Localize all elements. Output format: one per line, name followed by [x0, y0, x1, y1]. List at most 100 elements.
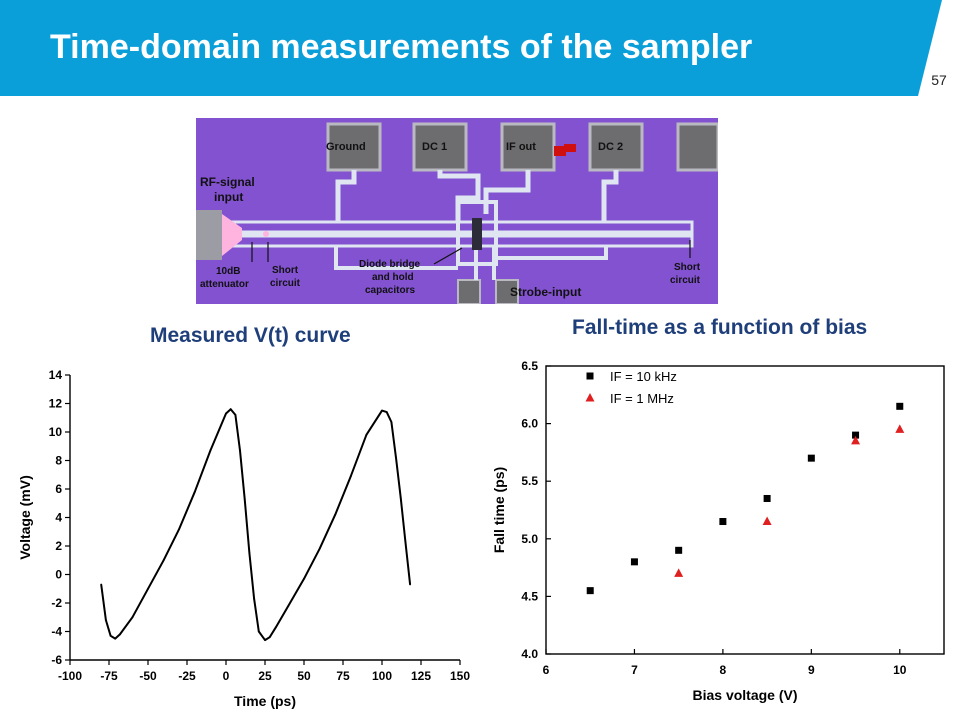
label-dc1: DC 1 — [422, 141, 447, 153]
vt-data-point — [385, 411, 388, 413]
vt-data-point — [404, 540, 407, 543]
trace-lower — [334, 246, 458, 270]
if-marker-2 — [564, 144, 576, 152]
fall-time-chart-title: Fall-time as a function of bias — [572, 316, 868, 339]
pointer-arrows — [251, 240, 691, 265]
point-if-1mhz — [895, 424, 905, 433]
y-axis-label: Fall time (ps) — [491, 467, 507, 553]
vt-data-point — [257, 630, 260, 633]
vt-data-point — [248, 552, 251, 555]
page-number: 57 — [931, 72, 947, 88]
x-tick-label: 7 — [631, 663, 638, 677]
chip-micrograph: Ground DC 1 IF out DC 2 RF-signal input … — [196, 118, 718, 304]
y-axis-label: Voltage (mV) — [17, 475, 33, 560]
y-tick-label: 4.0 — [521, 647, 538, 661]
rf-taper — [222, 214, 242, 256]
label-short-2-b: circuit — [670, 275, 701, 286]
point-if-1mhz — [674, 568, 684, 577]
point-if-10khz — [763, 494, 771, 502]
vt-data-point — [229, 408, 232, 411]
label-strobe: Strobe-input — [510, 285, 581, 299]
label-short-2-a: Short — [674, 262, 701, 273]
point-if-10khz — [896, 402, 904, 410]
x-tick-label: 6 — [543, 663, 550, 677]
trace-ground — [335, 170, 357, 222]
x-axis-label: Time (ps) — [234, 693, 296, 709]
vt-data-point — [104, 619, 107, 621]
x-tick-label: -75 — [100, 669, 118, 683]
x-tick-label: 8 — [720, 663, 727, 677]
y-tick-label: 10 — [49, 425, 63, 439]
y-tick-label: 6 — [55, 482, 62, 496]
plot-frame — [545, 365, 945, 655]
label-diode-1: Diode bridge — [359, 259, 421, 270]
vt-data-point — [264, 639, 266, 641]
header-band — [0, 0, 942, 96]
x-tick-label: 50 — [297, 669, 311, 683]
vt-data-point — [390, 421, 393, 423]
vt-data-point — [225, 412, 227, 415]
point-if-1mhz — [851, 435, 861, 445]
legend-marker-square — [586, 372, 594, 380]
point-if-10khz — [675, 546, 683, 554]
point-if-10khz — [719, 518, 727, 526]
y-tick-label: 4.5 — [521, 589, 538, 603]
short-circuit-dot — [263, 231, 269, 237]
vt-data-point — [287, 604, 290, 607]
point-if-10khz — [586, 587, 594, 595]
x-tick-label: -100 — [58, 669, 82, 683]
trace-dc2 — [601, 170, 619, 222]
vt-data-point — [239, 449, 241, 452]
vt-data-point — [318, 547, 321, 550]
x-tick-label: 150 — [450, 669, 470, 683]
vt-data-point — [109, 634, 112, 637]
x-tick-label: -50 — [139, 669, 157, 683]
bond-pads — [326, 122, 718, 304]
x-axis-label: Bias voltage (V) — [692, 687, 797, 703]
vt-data-point — [303, 577, 305, 580]
trace-hold-box — [456, 200, 498, 266]
y-tick-label: 5.0 — [521, 532, 538, 546]
y-tick-label: -6 — [51, 653, 62, 667]
rf-connector — [196, 210, 222, 260]
legend-marker-triangle — [585, 393, 595, 402]
vt-curve-line — [100, 408, 412, 642]
fall-time-chart: 6 7 8 9 10 4.0 4.5 5.0 5.5 6.0 6.5 Bias voltage (V)… — [491, 359, 945, 703]
x-tick-label: -25 — [178, 669, 196, 683]
vt-data-point — [193, 490, 196, 493]
label-attenuator-2: attenuator — [200, 279, 249, 290]
x-tick-label: 75 — [336, 669, 350, 683]
point-if-1mhz — [762, 516, 772, 526]
vt-data-point — [114, 637, 117, 640]
legend-label: IF = 1 MHz — [610, 391, 674, 406]
y-tick-label: 2 — [55, 539, 62, 553]
label-attenuator-1: 10dB — [216, 266, 240, 277]
y-tick-label: 12 — [49, 397, 63, 411]
vt-data-point — [209, 449, 212, 452]
y-tick-label: -2 — [51, 596, 62, 610]
pad-right — [676, 122, 718, 172]
vt-data-point — [253, 597, 255, 600]
trace-lower-right — [496, 246, 608, 260]
vt-curve-chart: -100 -75 -50 -25 0 25 50 75 100 125 150 -6 -4 -2 0 2 4 6 8… — [17, 368, 470, 709]
y-tick-label: 5.5 — [521, 474, 538, 488]
y-tick-label: 6.0 — [521, 417, 538, 431]
x-tick-label: 100 — [372, 669, 392, 683]
label-short-1-b: circuit — [270, 278, 301, 289]
vt-data-point — [162, 559, 165, 562]
vt-data-point — [100, 583, 103, 586]
diode-bridge-block — [472, 218, 482, 250]
arrow-diode — [433, 247, 463, 265]
label-if-out: IF out — [506, 141, 536, 153]
x-tick-label: 9 — [808, 663, 815, 677]
slide-title: Time-domain measurements of the sampler — [50, 28, 753, 66]
pad-ground — [326, 122, 382, 172]
vt-data-point — [334, 513, 337, 516]
vt-data-point — [365, 433, 368, 436]
x-tick-label: 0 — [223, 669, 230, 683]
y-tick-label: 8 — [55, 454, 62, 468]
point-if-10khz — [630, 558, 638, 566]
vt-data-point — [275, 626, 277, 629]
pad-strobe-left — [457, 279, 481, 304]
pad-strobe-right — [495, 279, 519, 304]
